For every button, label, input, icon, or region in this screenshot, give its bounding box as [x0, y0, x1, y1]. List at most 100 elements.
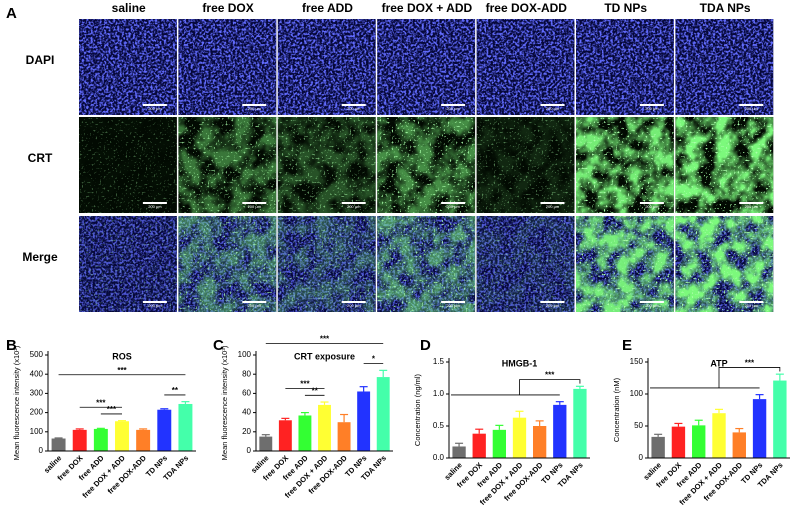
- bar: [337, 422, 351, 451]
- y-tick-label: 1.0: [433, 389, 445, 398]
- crt-spots: [576, 117, 674, 213]
- y-axis-label: Mean fluorescence intensity (x10³): [220, 345, 229, 460]
- bar: [472, 433, 486, 458]
- scale-bar-label: 200 μm: [446, 303, 460, 308]
- crt-spots: [377, 117, 476, 213]
- significance-label: **: [172, 386, 179, 395]
- bar: [318, 404, 331, 451]
- bar: [692, 425, 706, 458]
- y-tick-label: 100: [238, 350, 252, 359]
- bar: [492, 429, 507, 458]
- image-grid: saline 200 μm 200 μm 200 μm free DOX 200 μm 20…: [22, 1, 774, 312]
- scale-bar-label: 200 μm: [446, 106, 460, 111]
- y-tick-label: 500: [30, 350, 44, 359]
- scale-bar-label: 200 μm: [347, 303, 361, 308]
- crt-spots: [178, 117, 277, 213]
- y-tick-label: 100: [30, 427, 44, 436]
- bar: [671, 426, 686, 458]
- bar: [651, 436, 665, 458]
- crt-spots: [79, 117, 177, 213]
- dapi-stain: [79, 19, 177, 115]
- bar-chart: B ROS Mean fluorescence intensity (x10²) 0 1…: [6, 337, 196, 500]
- significance-label: ***: [320, 335, 330, 344]
- crt-spots: [178, 216, 277, 312]
- bar: [93, 428, 108, 451]
- bar-chart: C CRT exposure Mean fluorescence intensity…: [213, 335, 393, 500]
- y-tick-label: 60: [242, 389, 251, 398]
- scale-bar-label: 200 μm: [645, 204, 659, 209]
- scale-bar-label: 200 μm: [148, 106, 162, 111]
- significance-label: ***: [300, 380, 310, 389]
- significance-line: [519, 379, 581, 395]
- significance-label: ***: [545, 371, 555, 380]
- bar: [51, 438, 66, 451]
- row-label: Merge: [22, 250, 58, 264]
- panel-label: D: [420, 337, 431, 354]
- row-label: DAPI: [26, 53, 55, 67]
- crt-spots: [277, 216, 376, 312]
- y-tick-label: 150: [630, 357, 644, 366]
- bar: [773, 380, 787, 458]
- scale-bar-label: 200 μm: [347, 106, 361, 111]
- scale-bar-label: 200 μm: [446, 204, 460, 209]
- scale-bar-label: 200 μm: [745, 303, 759, 308]
- column-header: TD NPs: [604, 1, 647, 15]
- column-header: free DOX: [202, 1, 253, 15]
- crt-spots: [277, 117, 376, 213]
- panel-label: C: [213, 337, 224, 354]
- y-tick-label: 40: [242, 408, 251, 417]
- y-tick-label: 0.5: [433, 421, 445, 430]
- chart-title: ATP: [710, 358, 727, 368]
- dapi-stain: [178, 19, 277, 115]
- bar: [573, 388, 587, 458]
- scale-bar-label: 200 μm: [148, 303, 162, 308]
- scale-bar-label: 200 μm: [546, 303, 560, 308]
- panel-label: E: [622, 337, 632, 354]
- y-tick-label: 50: [634, 421, 643, 430]
- y-axis-label: Mean fluorescence intensity (x10²): [12, 345, 21, 460]
- bar: [136, 429, 151, 451]
- bar: [752, 399, 767, 458]
- column-header: TDA NPs: [700, 1, 751, 15]
- dapi-stain: [476, 19, 575, 115]
- column-header: free ADD: [302, 1, 353, 15]
- bar: [298, 415, 312, 451]
- bar: [376, 377, 390, 451]
- panel-label: B: [6, 337, 17, 354]
- bar: [512, 417, 527, 458]
- significance-label: ***: [96, 398, 106, 407]
- column-header: free DOX + ADD: [382, 1, 473, 15]
- y-axis-label: Concentration (ng/ml): [413, 373, 422, 446]
- crt-spots: [675, 216, 774, 312]
- panel-label: A: [6, 5, 17, 22]
- column-header: saline: [112, 1, 146, 15]
- scale-bar-label: 200 μm: [248, 204, 262, 209]
- y-tick-label: 0.0: [433, 453, 445, 462]
- crt-spots: [79, 216, 177, 312]
- scale-bar-label: 200 μm: [347, 204, 361, 209]
- scale-bar-label: 200 μm: [745, 106, 759, 111]
- charts: B ROS Mean fluorescence intensity (x10²) 0 1…: [6, 335, 790, 507]
- y-tick-label: 0: [247, 446, 252, 455]
- crt-spots: [476, 216, 575, 312]
- dapi-stain: [576, 19, 674, 115]
- crt-spots: [576, 216, 674, 312]
- bar: [553, 404, 567, 458]
- bar: [178, 403, 193, 451]
- y-tick-label: 300: [30, 389, 44, 398]
- significance-label: ***: [117, 366, 127, 375]
- bar: [732, 432, 746, 458]
- bar: [357, 391, 371, 451]
- chart-title: ROS: [112, 351, 132, 361]
- dapi-stain: [277, 19, 376, 115]
- scale-bar-label: 200 μm: [645, 106, 659, 111]
- y-tick-label: 20: [242, 427, 251, 436]
- bar: [72, 429, 87, 451]
- y-tick-label: 100: [630, 389, 644, 398]
- scale-bar-label: 200 μm: [645, 303, 659, 308]
- bar-chart: D HMGB-1 Concentration (ng/ml) 0.0 0.5 1.0 1.5…: [413, 337, 590, 507]
- row-label: CRT: [28, 151, 53, 165]
- crt-spots: [675, 117, 774, 213]
